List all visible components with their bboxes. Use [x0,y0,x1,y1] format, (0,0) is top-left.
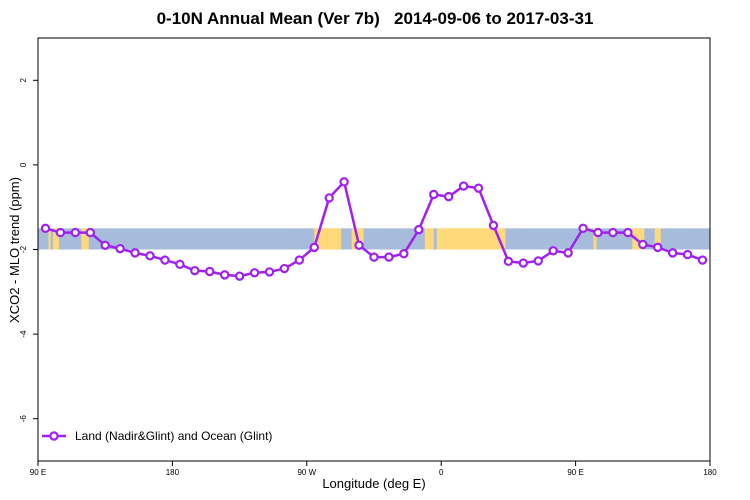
data-point [100,240,110,250]
data-point [219,270,230,280]
data-point [429,189,439,200]
data-point [473,183,484,193]
map-land [48,228,51,250]
data-point [115,243,125,254]
x-tick-label: 180 [166,468,180,477]
data-point [399,249,409,259]
map-land [52,228,59,250]
data-point [294,255,305,265]
y-tick-label: -6 [19,415,28,423]
data-point [205,266,215,277]
data-point [578,223,588,234]
data-point [145,251,155,261]
map-land [436,228,506,250]
x-axis: 90 E 180 90 W 0 90 E 180 [30,461,717,477]
data-point [234,271,245,281]
data-point [339,177,349,187]
data-point [548,246,558,256]
map-land [81,228,89,250]
data-point [667,248,678,258]
data-point [653,242,663,253]
data-point [518,258,529,268]
x-tick-label: 90 E [567,468,583,477]
y-tick-label: -2 [19,245,28,253]
map-band [38,228,710,250]
data-point [443,191,454,202]
series-layer [40,177,708,281]
data-point [593,227,603,238]
data-point [160,255,170,265]
data-point [175,259,185,270]
x-tick-label: 90 W [297,468,316,477]
y-tick-label: -4 [19,330,28,338]
map-land [327,228,342,250]
data-point [503,256,514,267]
y-tick-label: 2 [19,78,28,83]
data-point [414,224,424,235]
y-axis: -6 -4 -2 0 2 [19,78,38,423]
data-point [264,267,275,277]
data-point [309,242,319,253]
x-tick-label: 0 [439,468,444,477]
map-land [424,228,434,250]
data-point [533,256,543,266]
legend-label: Land (Nadir&Glint) and Ocean (Glint) [75,429,272,443]
data-point [85,227,95,238]
data-point [130,248,140,258]
y-tick-label: 0 [19,162,28,167]
map-land [654,228,661,250]
map-land [593,228,597,250]
data-point [369,252,379,262]
data-point [563,248,573,258]
data-point [384,252,394,262]
data-point [638,239,648,250]
data-point [190,265,200,276]
data-point [354,240,364,250]
legend: Land (Nadir&Glint) and Ocean (Glint) [42,429,272,443]
x-tick-label: 180 [703,468,717,477]
chart-title: 0-10N Annual Mean (Ver 7b) 2014-09-06 to… [156,9,594,28]
data-point [682,249,693,260]
data-point [40,223,51,234]
data-point [324,193,334,203]
data-point [458,181,469,191]
data-point [623,227,633,238]
data-point [249,268,260,278]
data-point [697,255,708,265]
data-point [279,263,290,274]
x-tick-label: 90 E [30,468,46,477]
x-axis-label: Longitude (deg E) [322,476,426,491]
map-land [632,228,645,250]
data-point [608,227,618,238]
data-point [70,227,81,238]
map-ocean [38,228,710,250]
data-point [55,227,66,238]
legend-marker [49,431,59,441]
data-point [488,220,499,231]
